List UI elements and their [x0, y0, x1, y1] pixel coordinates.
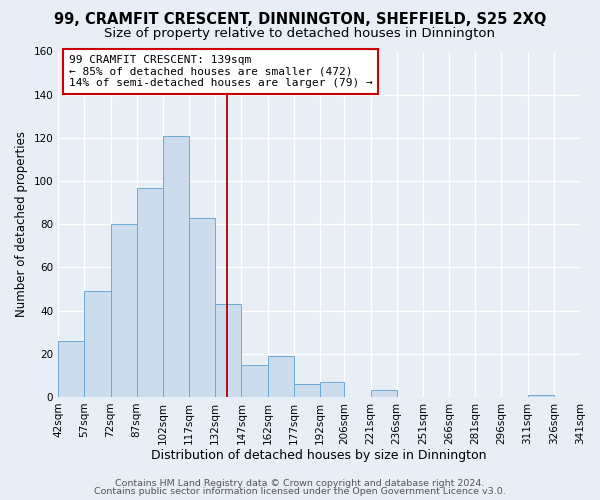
Text: Contains public sector information licensed under the Open Government Licence v3: Contains public sector information licen…: [94, 487, 506, 496]
Bar: [137, 188, 163, 397]
Bar: [294, 384, 320, 397]
Bar: [320, 382, 344, 397]
Bar: [163, 136, 189, 397]
Bar: [189, 218, 215, 397]
Bar: [58, 341, 85, 397]
Text: Size of property relative to detached houses in Dinnington: Size of property relative to detached ho…: [104, 28, 496, 40]
Text: Contains HM Land Registry data © Crown copyright and database right 2024.: Contains HM Land Registry data © Crown c…: [115, 478, 485, 488]
Text: 99 CRAMFIT CRESCENT: 139sqm
← 85% of detached houses are smaller (472)
14% of se: 99 CRAMFIT CRESCENT: 139sqm ← 85% of det…: [68, 55, 373, 88]
Bar: [110, 224, 137, 397]
Bar: [241, 364, 268, 397]
Bar: [85, 291, 110, 397]
X-axis label: Distribution of detached houses by size in Dinnington: Distribution of detached houses by size …: [151, 450, 487, 462]
Y-axis label: Number of detached properties: Number of detached properties: [15, 131, 28, 317]
Bar: [215, 304, 241, 397]
Text: 99, CRAMFIT CRESCENT, DINNINGTON, SHEFFIELD, S25 2XQ: 99, CRAMFIT CRESCENT, DINNINGTON, SHEFFI…: [54, 12, 546, 28]
Bar: [371, 390, 397, 397]
Bar: [268, 356, 294, 397]
Bar: [527, 395, 554, 397]
